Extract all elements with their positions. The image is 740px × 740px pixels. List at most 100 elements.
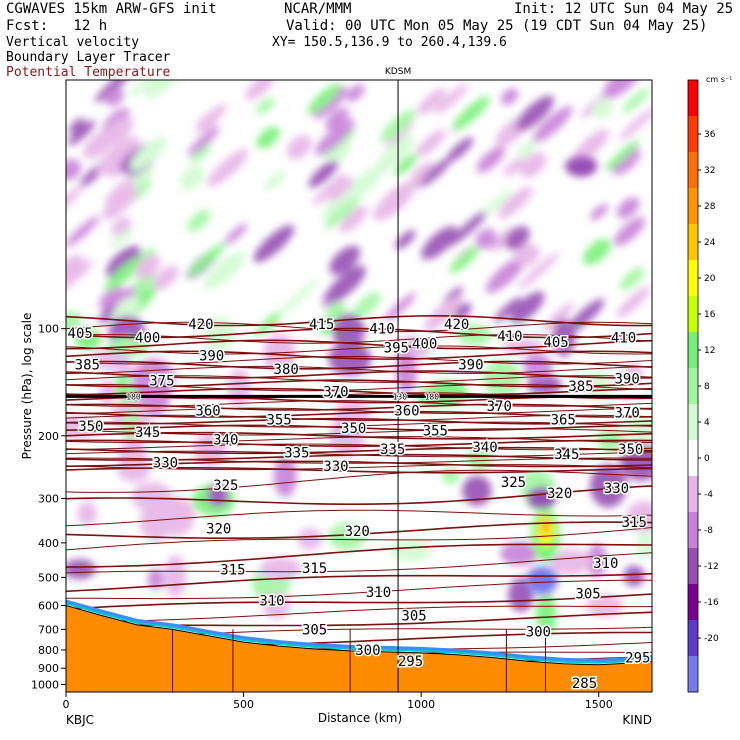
colorbar-swatch xyxy=(688,260,698,297)
theta-contour-label: 375 xyxy=(149,374,174,390)
theta-contour-label: 405 xyxy=(543,335,568,351)
theta-contour-label: 350 xyxy=(341,421,366,437)
theta-contour-label: 370 xyxy=(323,384,348,400)
colorbar-swatch xyxy=(688,656,698,693)
velocity-streak xyxy=(264,170,286,191)
theta-contour-line xyxy=(66,314,652,327)
theta-contour-line xyxy=(66,345,652,355)
colorbar-swatch xyxy=(688,584,698,621)
y-tick-label: 500 xyxy=(38,571,59,584)
y-tick-label: 400 xyxy=(38,537,59,550)
velocity-cell xyxy=(623,565,645,587)
tropopause-label: 130 xyxy=(393,392,408,401)
velocity-streak xyxy=(504,226,530,250)
velocity-cell xyxy=(260,557,302,581)
colorbar-tick-label: -4 xyxy=(704,490,713,500)
x-tick-label: 500 xyxy=(233,698,254,711)
velocity-streak xyxy=(110,227,134,249)
velocity-streak xyxy=(325,107,349,130)
y-tick-label: 800 xyxy=(38,644,59,657)
colorbar-swatch xyxy=(688,332,698,369)
theta-contour-label: 410 xyxy=(497,329,522,345)
colorbar-tick-label: -12 xyxy=(704,562,719,572)
tropopause-label: 180 xyxy=(425,392,440,401)
theta-contour-label: 410 xyxy=(369,322,394,338)
theta-contour-label: 320 xyxy=(206,522,231,538)
theta-contour-label: 330 xyxy=(323,459,348,475)
colorbar-tick-label: 0 xyxy=(704,454,710,464)
theta-contour-line xyxy=(66,407,652,415)
colorbar-tick-label: -20 xyxy=(704,634,719,644)
velocity-cell xyxy=(262,592,291,619)
colorbar-swatch xyxy=(688,296,698,333)
colorbar-swatch xyxy=(688,404,698,441)
velocity-streak xyxy=(94,80,133,103)
velocity-cell xyxy=(131,482,173,512)
theta-contour-label: 330 xyxy=(604,481,629,497)
velocity-streak xyxy=(618,107,652,141)
velocity-streak xyxy=(423,295,463,332)
colorbar-tick-label: 36 xyxy=(704,130,716,140)
velocity-streak xyxy=(326,265,366,303)
theta-contour-label: 315 xyxy=(622,515,647,531)
theta-contour-line xyxy=(66,605,652,623)
velocity-streak xyxy=(135,254,161,279)
colorbar-tick-label: -16 xyxy=(704,598,719,608)
velocity-streak xyxy=(619,267,645,290)
theta-contour-label: 325 xyxy=(501,475,526,491)
velocity-cell xyxy=(624,363,643,385)
theta-contour-line xyxy=(66,428,652,436)
theta-contour-label: 310 xyxy=(259,593,284,609)
theta-contour-label: 390 xyxy=(458,357,483,373)
theta-contour-line xyxy=(66,543,652,568)
theta-contour-line xyxy=(66,443,652,451)
velocity-cell xyxy=(66,415,100,439)
theta-contour-label: 405 xyxy=(68,326,93,342)
theta-contour-line xyxy=(66,464,652,471)
theta-contour-line xyxy=(66,410,652,418)
velocity-streak xyxy=(519,152,547,178)
theta-contour-line xyxy=(66,439,652,447)
velocity-streak xyxy=(102,186,138,220)
velocity-streak xyxy=(573,129,609,163)
theta-contour-line xyxy=(66,552,652,574)
velocity-streak xyxy=(419,157,452,187)
theta-contour-label: 355 xyxy=(423,423,448,439)
theta-contour-label: 335 xyxy=(380,442,405,458)
theta-contour-label: 295 xyxy=(398,654,423,670)
velocity-streak xyxy=(515,95,554,132)
theta-contour-line xyxy=(66,485,652,505)
x-tick-label: 0 xyxy=(63,698,70,711)
theta-contour-label: 325 xyxy=(213,478,238,494)
velocity-streak xyxy=(517,140,536,159)
velocity-streak xyxy=(253,225,295,263)
theta-contour-label: 350 xyxy=(618,442,643,458)
velocity-streak xyxy=(104,177,135,205)
colorbar-tick-label: 12 xyxy=(704,346,715,356)
velocity-streak xyxy=(105,87,124,107)
colorbar-swatch xyxy=(688,620,698,657)
velocity-streak xyxy=(500,88,519,105)
velocity-streak xyxy=(256,97,275,115)
velocity-streak xyxy=(513,242,534,262)
velocity-cell xyxy=(77,501,97,526)
velocity-streak xyxy=(207,149,249,187)
downdraft-core-top xyxy=(564,156,597,177)
theta-contour-label: 380 xyxy=(274,362,299,378)
theta-contour-label: 310 xyxy=(593,556,618,572)
theta-contour-label: 355 xyxy=(266,413,291,429)
theta-contour-label: 370 xyxy=(614,405,639,421)
y-tick-label: 300 xyxy=(38,492,59,505)
colorbar-swatch xyxy=(688,440,698,477)
velocity-streak xyxy=(197,103,228,131)
theta-contour-label: 285 xyxy=(572,676,597,692)
velocity-cell xyxy=(139,502,172,542)
theta-contour-label: 415 xyxy=(309,317,334,333)
theta-contour-label: 360 xyxy=(394,404,419,420)
y-tick-label: 600 xyxy=(38,600,59,613)
y-axis-label: Pressure (hPa), log scale xyxy=(20,313,34,460)
velocity-streak xyxy=(179,165,205,191)
plot-frame xyxy=(65,79,653,693)
velocity-streak xyxy=(308,159,339,188)
colorbar-swatch xyxy=(688,152,698,189)
